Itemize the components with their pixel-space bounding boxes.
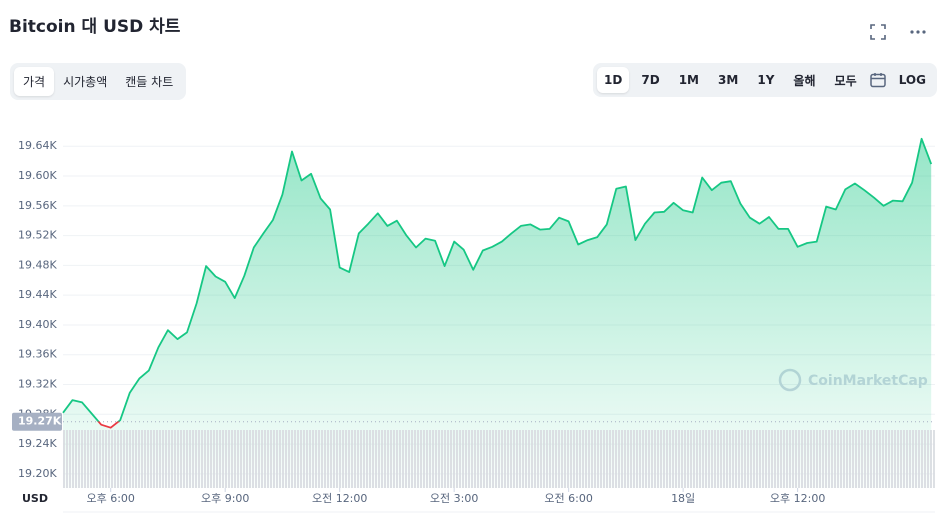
currency-label: USD — [22, 492, 48, 505]
more-icon[interactable] — [908, 22, 928, 42]
x-tick-label: 오후 9:00 — [201, 492, 249, 505]
x-tick-label: 오후 6:00 — [86, 492, 134, 505]
y-tick-label: 19.64K — [18, 139, 57, 152]
range-button[interactable]: 7D — [641, 73, 660, 87]
tab[interactable]: 가격 — [14, 67, 55, 96]
x-tick-label: 오전 6:00 — [544, 492, 592, 505]
range-button[interactable]: 1M — [678, 73, 699, 87]
x-tick-label: 오후 12:00 — [770, 492, 825, 505]
x-tick-label: 오전 3:00 — [430, 492, 478, 505]
y-tick-label: 19.44K — [18, 288, 57, 301]
y-tick-label: 19.20K — [18, 467, 57, 480]
volume-band — [63, 430, 935, 488]
price-line — [62, 137, 933, 429]
range-group: 1D 7D 1M 3M 1Y 올해 모두 LOG — [593, 63, 937, 97]
y-tick-label: 19.40K — [18, 318, 57, 331]
fullscreen-icon[interactable] — [868, 22, 888, 42]
range-button[interactable]: 올해 — [793, 73, 816, 88]
log-button[interactable]: LOG — [898, 73, 926, 87]
reference-label-bg — [12, 412, 62, 431]
x-tick-label: 18일 — [671, 491, 695, 505]
y-tick-label: 19.48K — [18, 258, 57, 271]
y-tick-label: 19.56K — [18, 199, 57, 212]
y-tick-label: 19.36K — [18, 348, 57, 361]
y-tick-label: 19.24K — [18, 437, 57, 450]
range-button[interactable]: 1D — [597, 67, 630, 93]
calendar-icon[interactable] — [869, 71, 887, 89]
y-tick-label: 19.52K — [18, 229, 57, 242]
tab[interactable]: 시가총액 — [63, 75, 108, 89]
range-button[interactable]: 3M — [718, 73, 739, 87]
range-button[interactable]: 모두 — [834, 73, 857, 88]
reference-label: 19.27K — [18, 415, 62, 428]
y-tick-label: 19.60K — [18, 169, 57, 182]
chart-title: Bitcoin 대 USD 차트 — [9, 17, 181, 37]
tab-group: 가격 시가총액 캔들 차트 — [10, 63, 187, 100]
y-tick-label: 19.32K — [18, 378, 57, 391]
x-tick-label: 오전 12:00 — [312, 492, 367, 505]
tab[interactable]: 캔들 차트 — [125, 75, 174, 89]
range-button[interactable]: 1Y — [757, 73, 775, 87]
area — [63, 138, 932, 489]
